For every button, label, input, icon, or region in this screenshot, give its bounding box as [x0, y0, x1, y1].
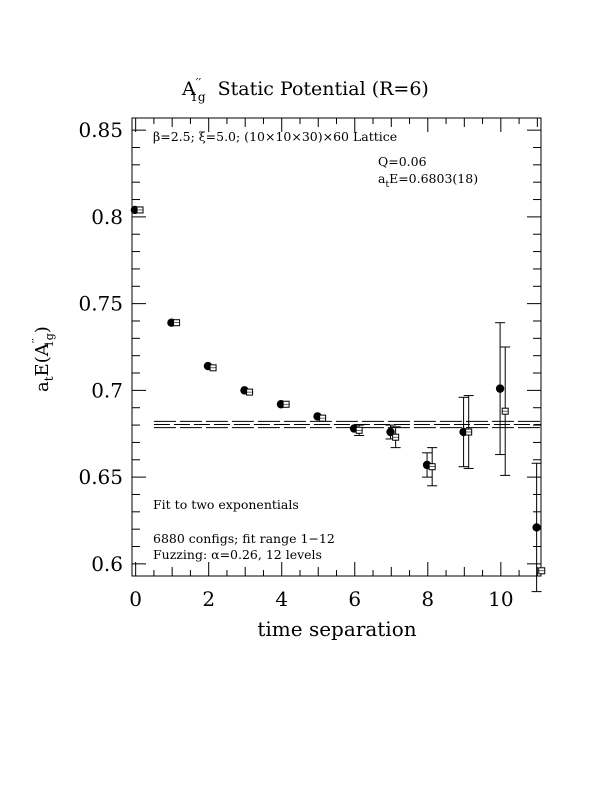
x-tick-label: 0: [129, 587, 142, 611]
filled-circle-point: [495, 384, 505, 393]
fit-band: [153, 420, 541, 429]
axis-ticks: [132, 118, 541, 576]
x-tick-label: 10: [488, 587, 513, 611]
fuzzing-annotation: Fuzzing: α=0.26, 12 levels: [153, 547, 322, 562]
y-tick-label: 0.65: [78, 465, 123, 489]
x-tick-label: 2: [202, 587, 215, 611]
fit-description: Fit to two exponentials: [153, 497, 299, 512]
q-annotation: Q=0.06: [378, 154, 427, 169]
energy-annotation: atE=0.6803(18): [378, 171, 478, 190]
y-axis-label: atE(A′′1g): [30, 326, 56, 392]
y-tick-label: 0.8: [91, 205, 123, 229]
y-tick-label: 0.7: [91, 378, 123, 402]
data-points: [130, 205, 546, 593]
lattice-annotation: β=2.5; ξ=5.0; (10×10×30)×60 Lattice: [153, 129, 397, 144]
configs-annotation: 6880 configs; fit range 1−12: [153, 531, 335, 546]
x-tick-label: 8: [421, 587, 434, 611]
chart-title: A′′ 1g Static Potential (R=6): [181, 76, 429, 104]
x-tick-label: 6: [348, 587, 361, 611]
filled-circle-point: [532, 523, 541, 532]
y-tick-label: 0.85: [78, 118, 123, 142]
axis-tick-labels: 0 2 4 6 8 10 0.6 0.65 0.7 0.75 0.8 0.85: [78, 118, 513, 611]
y-tick-label: 0.75: [78, 292, 123, 316]
x-axis-label: time separation: [257, 617, 416, 641]
y-tick-label: 0.6: [91, 552, 123, 576]
x-tick-label: 4: [275, 587, 288, 611]
